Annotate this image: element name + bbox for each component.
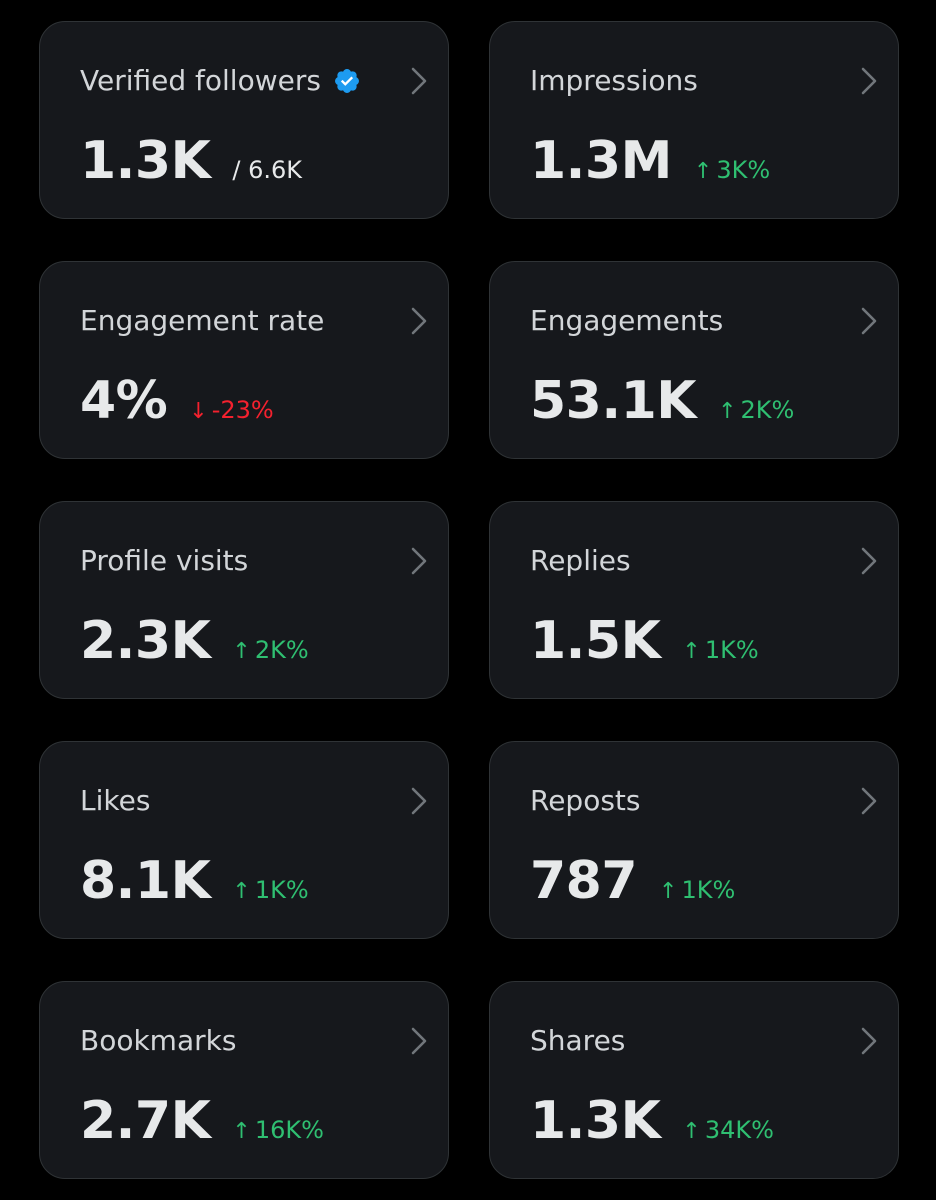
change-value: 2K%: [254, 636, 309, 664]
card-label-row: Verified followers: [80, 60, 361, 102]
change-value: 2K%: [740, 396, 795, 424]
card-label: Engagement rate: [80, 304, 325, 337]
chevron-right-icon: [861, 547, 877, 575]
card-profile-visits[interactable]: Profile visits 2.3K ↑ 2K%: [39, 501, 449, 699]
arrow-up-icon: ↑: [693, 159, 713, 184]
card-label-row: Profile visits: [80, 540, 248, 582]
card-label: Shares: [530, 1024, 626, 1057]
card-value: 1.5K: [530, 611, 661, 671]
chevron-right-icon: [411, 67, 427, 95]
change-indicator: ↑ 1K%: [682, 635, 758, 667]
chevron-right-icon: [411, 787, 427, 815]
change-value: 34K%: [704, 1116, 774, 1144]
card-value: 4%: [80, 371, 168, 431]
card-value-row: 2.7K ↑ 16K%: [80, 1086, 324, 1156]
change-indicator: ↑ 1K%: [659, 875, 735, 907]
card-label: Engagements: [530, 304, 724, 337]
card-label-row: Engagements: [530, 300, 723, 342]
chevron-right-icon: [861, 67, 877, 95]
change-indicator: ↑ 1K%: [232, 875, 308, 907]
chevron-right-icon: [411, 547, 427, 575]
card-label-row: Impressions: [530, 60, 698, 102]
arrow-up-icon: ↑: [659, 879, 678, 904]
card-label-row: Likes: [80, 780, 150, 822]
card-verified-followers[interactable]: Verified followers 1.3K / 6.6K: [39, 21, 449, 219]
card-label: Likes: [80, 784, 151, 817]
card-replies[interactable]: Replies 1.5K ↑ 1K%: [489, 501, 899, 699]
card-value: 1.3M: [530, 131, 672, 191]
change-indicator: ↑ 2K%: [232, 635, 308, 667]
card-value-row: 53.1K ↑ 2K%: [530, 366, 794, 436]
card-value-row: 1.3K / 6.6K: [80, 126, 302, 196]
card-label: Impressions: [530, 64, 698, 97]
card-value: 787: [530, 851, 638, 911]
change-value: 1K%: [681, 876, 736, 904]
card-value-row: 1.3K ↑ 34K%: [530, 1086, 774, 1156]
card-label: Reposts: [530, 784, 641, 817]
arrow-up-icon: ↑: [682, 1119, 701, 1144]
change-indicator: ↓ -23%: [189, 395, 273, 427]
change-value: -23%: [211, 396, 274, 424]
card-shares[interactable]: Shares 1.3K ↑ 34K%: [489, 981, 899, 1179]
card-value: 2.7K: [80, 1091, 211, 1151]
card-label-row: Reposts: [530, 780, 640, 822]
change-value: 3K%: [716, 156, 771, 184]
arrow-down-icon: ↓: [189, 399, 208, 424]
change-value: 1K%: [704, 636, 759, 664]
arrow-up-icon: ↑: [232, 639, 251, 664]
card-value: 8.1K: [80, 851, 211, 911]
arrow-up-icon: ↑: [232, 879, 251, 904]
change-indicator: ↑ 2K%: [718, 395, 794, 427]
change-indicator: ↑ 34K%: [682, 1115, 774, 1147]
card-label: Profile visits: [80, 544, 249, 577]
card-label: Verified followers: [80, 64, 321, 97]
card-engagements[interactable]: Engagements 53.1K ↑ 2K%: [489, 261, 899, 459]
card-bookmarks[interactable]: Bookmarks 2.7K ↑ 16K%: [39, 981, 449, 1179]
card-total: / 6.6K: [232, 156, 303, 184]
change-indicator: ↑ 3K%: [694, 155, 770, 187]
card-label-row: Replies: [530, 540, 631, 582]
card-impressions[interactable]: Impressions 1.3M ↑ 3K%: [489, 21, 899, 219]
chevron-right-icon: [411, 1027, 427, 1055]
verified-badge-icon: [334, 69, 359, 93]
card-value: 53.1K: [530, 371, 697, 431]
change-value: 16K%: [254, 1116, 324, 1144]
change-value: 1K%: [254, 876, 309, 904]
arrow-up-icon: ↑: [682, 639, 701, 664]
card-label-row: Bookmarks: [80, 1020, 236, 1062]
card-value-row: 2.3K ↑ 2K%: [80, 606, 309, 676]
card-likes[interactable]: Likes 8.1K ↑ 1K%: [39, 741, 449, 939]
chevron-right-icon: [861, 307, 877, 335]
card-value: 2.3K: [80, 611, 211, 671]
card-value: 1.3K: [80, 131, 211, 191]
card-label-row: Shares: [530, 1020, 625, 1062]
chevron-right-icon: [861, 1027, 877, 1055]
card-value-row: 1.5K ↑ 1K%: [530, 606, 759, 676]
card-value-row: 4% ↓ -23%: [80, 366, 274, 436]
card-label-row: Engagement rate: [80, 300, 324, 342]
card-engagement-rate[interactable]: Engagement rate 4% ↓ -23%: [39, 261, 449, 459]
card-value-row: 787 ↑ 1K%: [530, 846, 735, 916]
card-value-row: 8.1K ↑ 1K%: [80, 846, 309, 916]
card-reposts[interactable]: Reposts 787 ↑ 1K%: [489, 741, 899, 939]
arrow-up-icon: ↑: [718, 399, 737, 424]
chevron-right-icon: [411, 307, 427, 335]
change-indicator: ↑ 16K%: [232, 1115, 324, 1147]
card-label: Replies: [530, 544, 631, 577]
arrow-up-icon: ↑: [232, 1119, 251, 1144]
card-value: 1.3K: [530, 1091, 661, 1151]
card-value-row: 1.3M ↑ 3K%: [530, 126, 770, 196]
chevron-right-icon: [861, 787, 877, 815]
card-label: Bookmarks: [80, 1024, 237, 1057]
